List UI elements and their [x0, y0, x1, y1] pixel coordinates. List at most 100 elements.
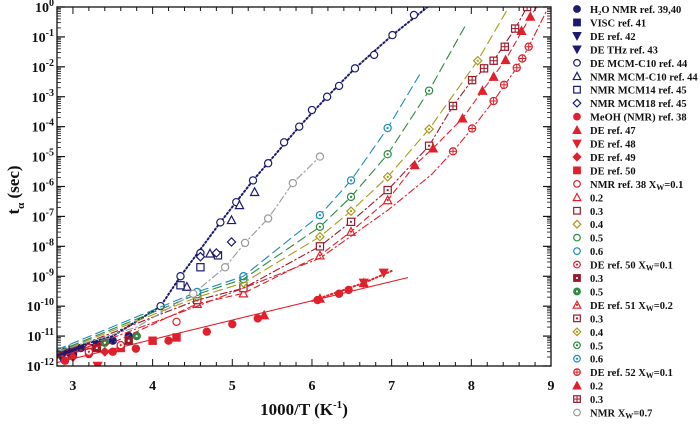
data-point	[350, 64, 360, 73]
legend-item: 0.3	[573, 274, 603, 285]
data-point	[516, 25, 527, 36]
data-point	[489, 56, 498, 65]
legend-item: 0.5	[573, 234, 603, 245]
x-tick-label: 5	[229, 379, 236, 394]
data-point	[176, 272, 185, 281]
data-point	[322, 92, 332, 101]
data-point	[226, 237, 237, 247]
legend-label: NMR ref. 38 XW=0.1	[590, 180, 683, 192]
data-point	[346, 217, 356, 227]
legend-label: MeOH (NMR) ref. 38	[590, 113, 687, 124]
data-point	[238, 287, 249, 298]
legend-marker-icon	[572, 152, 582, 162]
data-point	[164, 336, 173, 345]
legend-marker-icon	[572, 71, 582, 81]
legend-marker-icon	[573, 5, 581, 13]
legend-label: 0.5	[590, 234, 603, 245]
data-point	[92, 361, 103, 366]
x-tick-label: 6	[308, 379, 315, 394]
data-point	[472, 55, 483, 66]
series-23	[57, 7, 528, 355]
data-point	[409, 10, 419, 20]
legend-label: 0.3	[590, 314, 603, 325]
legend-marker-icon	[573, 354, 581, 363]
series-line	[57, 7, 510, 354]
data-point	[216, 218, 225, 227]
data-point	[240, 238, 250, 248]
legend-marker-icon	[573, 260, 581, 269]
series-22	[57, 7, 538, 358]
data-point	[388, 30, 397, 40]
legend-item: DE THz ref. 43	[572, 45, 658, 56]
series-line	[57, 9, 548, 359]
data-point	[295, 122, 304, 131]
series-10	[92, 268, 393, 366]
data-point	[315, 242, 325, 251]
legend-item: DE ref. 50	[573, 166, 636, 177]
legend-item: DE ref. 48	[572, 139, 636, 151]
legend-item: 0.3	[573, 207, 603, 218]
legend-marker-icon	[573, 395, 581, 403]
data-point	[346, 192, 356, 202]
data-point	[263, 159, 273, 168]
data-point	[131, 344, 141, 353]
data-point	[409, 159, 420, 170]
axes: 3 4 5 6 7 8 9 100 10-1 10-2 10-3 10-4 10-5 10-6 10-7 10…	[27, 0, 555, 394]
data-point	[181, 281, 192, 291]
legend-item: NMR MCM14 ref. 45	[573, 86, 687, 97]
data-point	[448, 101, 458, 111]
legend-item: DE MCM-C10 ref. 44	[573, 59, 688, 70]
data-point	[220, 263, 230, 272]
legend-marker-icon	[572, 192, 582, 202]
legend-label: 0.3	[590, 207, 603, 218]
legend-item: VISC ref. 41	[573, 18, 646, 29]
legend-item: MeOH (NMR) ref. 38	[573, 112, 687, 124]
data-point	[60, 356, 70, 365]
legend-label: NMR MCM18 ref. 45	[590, 99, 687, 110]
data-point	[226, 214, 237, 225]
y-axis-title: tα (sec)	[4, 165, 27, 214]
data-point	[488, 71, 499, 81]
data-point	[228, 319, 237, 329]
data-point	[512, 63, 521, 72]
data-point	[383, 150, 392, 159]
x-tick-label: 4	[149, 379, 156, 394]
data-point	[315, 210, 325, 220]
legend-marker-icon	[573, 287, 581, 296]
legend-item: 0.2	[572, 192, 603, 204]
data-point	[518, 54, 527, 63]
series-29	[448, 7, 532, 111]
data-point	[427, 142, 439, 153]
legend-item: DE ref. 51 XW=0.2	[572, 299, 673, 313]
data-point	[248, 176, 258, 185]
legend-item: 0.6	[573, 247, 603, 258]
series-26	[57, 74, 421, 351]
series-11	[67, 346, 110, 362]
data-point	[424, 124, 435, 135]
legend-item: 0.3	[573, 395, 603, 406]
x-axis-title: 1000/T (K-1)	[260, 399, 348, 419]
y-tick-label: 10-6	[32, 178, 54, 196]
data-point	[211, 248, 222, 258]
legend-item: NMR MCM18 ref. 45	[572, 98, 687, 110]
legend-label: DE ref. 51 XW=0.2	[590, 301, 673, 313]
legend-label: DE ref. 48	[590, 140, 636, 151]
data-point	[315, 222, 325, 231]
legend-marker-icon	[573, 247, 581, 256]
data-point	[84, 347, 94, 356]
legend-marker-icon	[572, 139, 582, 149]
data-point	[172, 333, 181, 342]
y-tick-label: 10-7	[32, 207, 54, 225]
data-point	[369, 50, 379, 60]
data-point	[195, 251, 206, 262]
y-tick-label: 10-5	[32, 148, 54, 166]
data-point	[259, 309, 270, 320]
series-line	[57, 7, 538, 358]
data-point	[288, 178, 298, 188]
legend-marker-icon	[573, 112, 581, 121]
legend-label: DE ref. 50 XW=0.1	[590, 261, 673, 273]
data-point	[479, 64, 489, 73]
data-point	[314, 249, 326, 260]
legend-item: NMR ref. 38 XW=0.1	[573, 180, 683, 192]
